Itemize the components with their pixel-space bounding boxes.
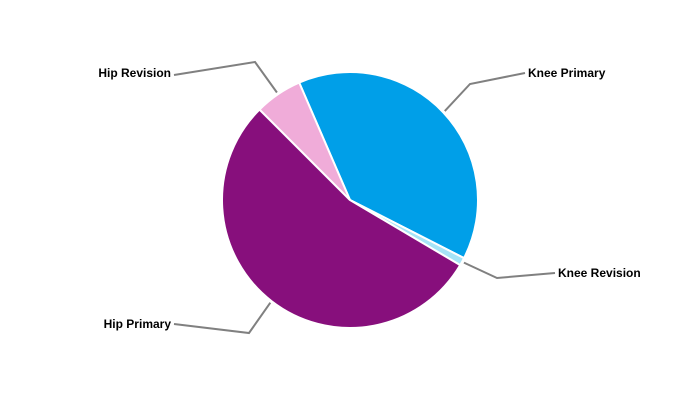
leader-line — [463, 261, 556, 280]
leader-line — [173, 302, 272, 335]
pie-slice-knee-primary — [297, 71, 479, 260]
leader-line — [444, 72, 526, 112]
pie-slice-hip-primary — [221, 108, 462, 329]
slice-label: Hip Primary — [104, 317, 172, 331]
slice-label: Knee Primary — [528, 66, 606, 80]
slice-label: Hip Revision — [98, 66, 171, 80]
leader-line — [173, 60, 278, 94]
pie-slice-hip-revision — [258, 81, 351, 201]
slice-label: Knee Revision — [558, 266, 641, 280]
